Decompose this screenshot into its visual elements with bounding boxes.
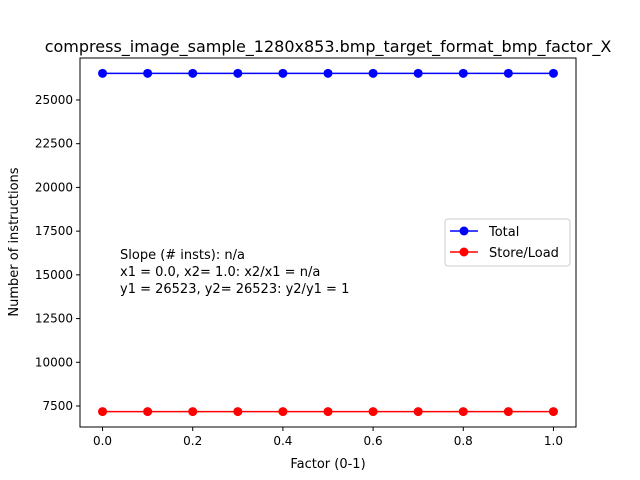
data-point-total: [323, 68, 333, 78]
series-layer: [98, 68, 558, 417]
data-point-total: [278, 68, 288, 78]
legend-label-total: Total: [488, 225, 519, 240]
data-point-total: [413, 68, 423, 78]
legend-marker-total: [459, 226, 469, 236]
data-point-store-load: [323, 407, 333, 417]
x-tick-label: 0.2: [183, 434, 202, 448]
x-tick-label: 0.6: [364, 434, 383, 448]
data-point-store-load: [368, 407, 378, 417]
y-tick-label: 17500: [35, 224, 73, 238]
data-point-total: [503, 68, 513, 78]
data-point-store-load: [278, 407, 288, 417]
x-tick-label: 0.8: [454, 434, 473, 448]
data-point-store-load: [458, 407, 468, 417]
data-point-store-load: [233, 407, 243, 417]
y-tick-label: 22500: [35, 137, 73, 151]
y-tick-label: 7500: [42, 399, 73, 413]
data-point-store-load: [413, 407, 423, 417]
legend: Total Store/Load: [444, 218, 571, 267]
x-tick-label: 0.0: [93, 434, 112, 448]
legend-label-store-load: Store/Load: [489, 246, 559, 261]
y-tick-label: 10000: [35, 355, 73, 369]
data-point-store-load: [143, 407, 153, 417]
annotation-line: y1 = 26523, y2= 26523: y2/y1 = 1: [120, 282, 349, 297]
y-tick-label: 20000: [35, 180, 73, 194]
x-axis-label: Factor (0-1): [290, 457, 365, 472]
x-tick-label: 0.4: [273, 434, 292, 448]
y-tick-label: 15000: [35, 268, 73, 282]
legend-marker-store-load: [459, 247, 469, 257]
chart-title: compress_image_sample_1280x853.bmp_targe…: [45, 37, 612, 57]
data-point-total: [548, 68, 558, 78]
data-point-total: [98, 68, 108, 78]
data-point-total: [143, 68, 153, 78]
data-point-store-load: [188, 407, 198, 417]
data-point-total: [188, 68, 198, 78]
annotation-line: x1 = 0.0, x2= 1.0: x2/x1 = n/a: [120, 265, 320, 280]
plot-area: [79, 57, 577, 428]
data-point-store-load: [548, 407, 558, 417]
y-tick-label: 25000: [35, 93, 73, 107]
y-axis: 7500 10000 12500 15000 17500 20000 22500 25000: [35, 93, 80, 413]
x-axis: 0.0 0.2 0.4 0.6 0.8 1.0: [93, 427, 563, 448]
data-point-total: [458, 68, 468, 78]
x-tick-label: 1.0: [544, 434, 563, 448]
data-point-store-load: [503, 407, 513, 417]
y-tick-label: 12500: [35, 312, 73, 326]
annotation-line: Slope (# insts): n/a: [120, 248, 245, 263]
data-point-store-load: [98, 407, 108, 417]
y-axis-label: Number of instructions: [7, 167, 22, 316]
slope-annotation: Slope (# insts): n/a x1 = 0.0, x2= 1.0: …: [120, 248, 349, 297]
data-point-total: [233, 68, 243, 78]
data-point-total: [368, 68, 378, 78]
